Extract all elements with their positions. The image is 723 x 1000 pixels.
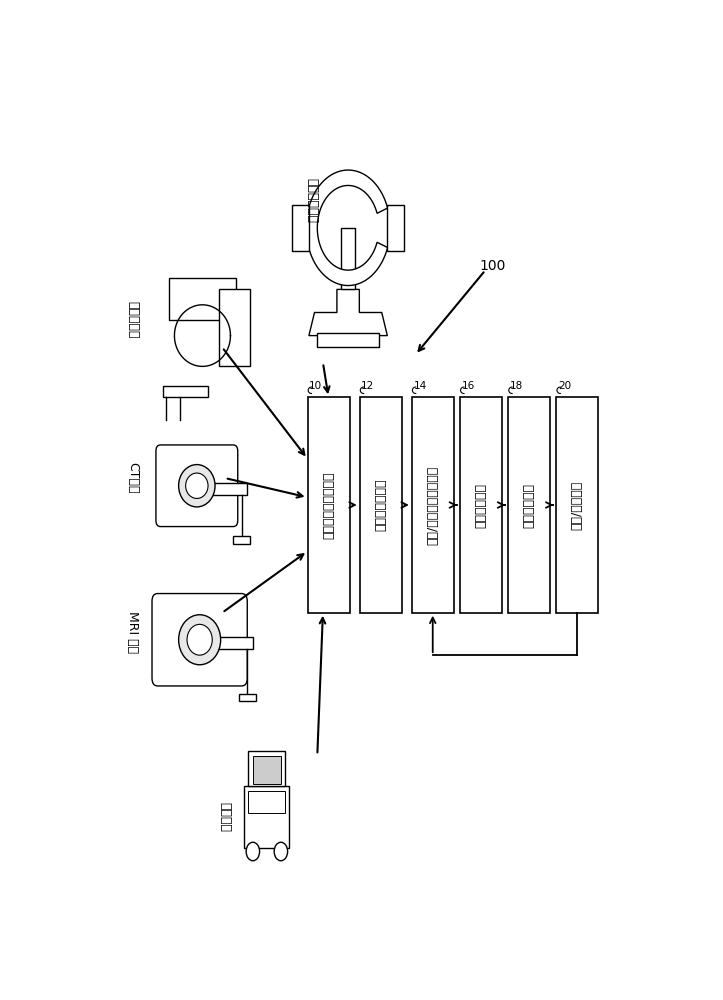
Text: 100: 100 xyxy=(480,259,506,273)
Bar xyxy=(359,397,402,613)
Text: 14: 14 xyxy=(414,381,427,391)
Bar xyxy=(411,397,454,613)
Bar xyxy=(219,289,250,366)
Bar xyxy=(508,397,550,613)
Polygon shape xyxy=(306,170,388,286)
Bar xyxy=(244,786,289,848)
Ellipse shape xyxy=(187,624,213,655)
Bar xyxy=(163,386,208,397)
Bar xyxy=(191,483,247,495)
FancyBboxPatch shape xyxy=(152,594,247,686)
Text: 处理多模态图像: 处理多模态图像 xyxy=(374,479,387,531)
Bar xyxy=(249,751,286,786)
Circle shape xyxy=(274,842,288,861)
Text: CT装置: CT装置 xyxy=(126,462,139,494)
Text: 16: 16 xyxy=(461,381,475,391)
Text: 执行质量控制: 执行质量控制 xyxy=(474,483,487,528)
Ellipse shape xyxy=(186,473,208,498)
Text: 12: 12 xyxy=(362,381,375,391)
Bar xyxy=(460,397,502,613)
Circle shape xyxy=(246,842,260,861)
Ellipse shape xyxy=(179,465,215,507)
Bar xyxy=(388,205,404,251)
Ellipse shape xyxy=(179,615,221,665)
Text: 20: 20 xyxy=(558,381,571,391)
Text: 血管造影装置: 血管造影装置 xyxy=(305,178,318,223)
Text: 超声装置: 超声装置 xyxy=(218,802,231,832)
Bar xyxy=(169,278,236,320)
Bar xyxy=(341,228,355,289)
Bar xyxy=(253,756,281,784)
Text: MRI 装置: MRI 装置 xyxy=(126,611,139,653)
Bar xyxy=(307,397,349,613)
Polygon shape xyxy=(309,289,388,336)
Bar xyxy=(239,694,256,701)
Bar xyxy=(249,791,286,813)
Text: 递送放射疗法: 递送放射疗法 xyxy=(523,483,536,528)
Polygon shape xyxy=(174,305,231,366)
Bar xyxy=(317,333,379,347)
Bar xyxy=(292,205,309,251)
Bar xyxy=(556,397,599,613)
Bar xyxy=(234,536,250,544)
Text: 10: 10 xyxy=(309,381,322,391)
Text: 产生多模态图像信息: 产生多模态图像信息 xyxy=(322,471,335,539)
Text: 18: 18 xyxy=(510,381,523,391)
FancyBboxPatch shape xyxy=(156,445,238,527)
Text: 评估/修改治疗: 评估/修改治疗 xyxy=(570,480,583,530)
Text: 产生/提供放射疗法计划: 产生/提供放射疗法计划 xyxy=(427,465,440,545)
Text: 核医学装置: 核医学装置 xyxy=(126,301,139,339)
Bar xyxy=(191,637,253,649)
